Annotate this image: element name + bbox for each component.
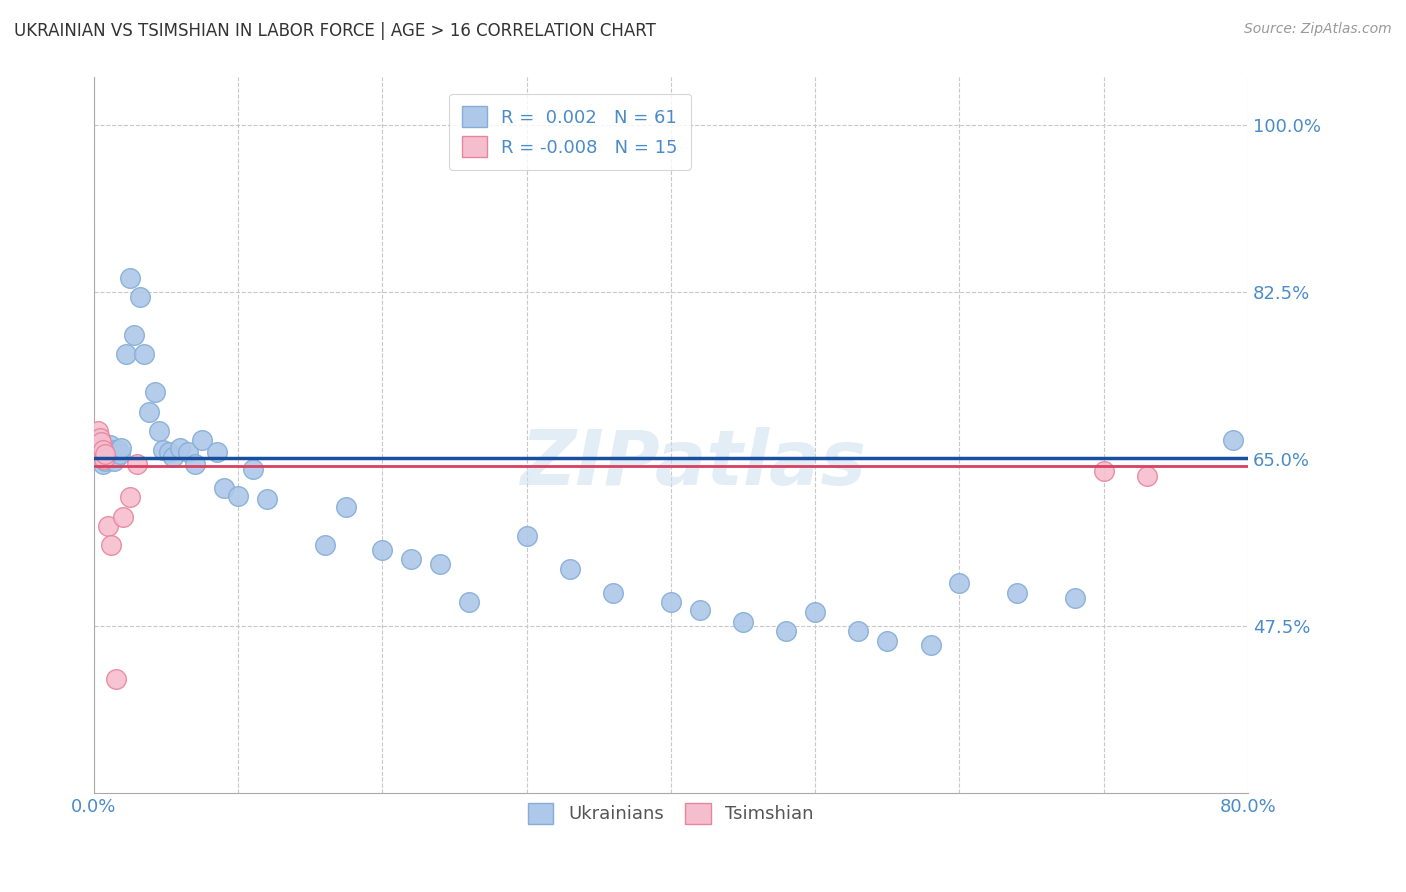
Ukrainians <box>169 441 191 455</box>
Ukrainians <box>124 328 146 343</box>
Ukrainians <box>205 444 228 458</box>
Tsimshian <box>127 457 149 471</box>
Tsimshian <box>87 424 110 438</box>
Ukrainians <box>1063 591 1085 605</box>
Ukrainians <box>876 633 898 648</box>
Ukrainians <box>226 489 249 503</box>
Ukrainians <box>458 595 481 609</box>
Ukrainians <box>101 442 124 457</box>
Ukrainians <box>157 444 180 458</box>
Ukrainians <box>107 442 129 457</box>
Tsimshian <box>89 431 111 445</box>
Ukrainians <box>184 457 207 471</box>
Tsimshian <box>1092 464 1115 478</box>
Tsimshian <box>90 435 112 450</box>
Ukrainians <box>94 448 117 462</box>
Tsimshian <box>84 442 107 457</box>
Ukrainians <box>516 528 538 542</box>
Tsimshian <box>91 442 114 457</box>
Text: ZIPatlas: ZIPatlas <box>522 427 868 501</box>
Ukrainians <box>94 454 117 468</box>
Text: UKRAINIAN VS TSIMSHIAN IN LABOR FORCE | AGE > 16 CORRELATION CHART: UKRAINIAN VS TSIMSHIAN IN LABOR FORCE | … <box>14 22 657 40</box>
Tsimshian <box>111 509 134 524</box>
Ukrainians <box>804 605 827 619</box>
Text: Source: ZipAtlas.com: Source: ZipAtlas.com <box>1244 22 1392 37</box>
Tsimshian <box>97 519 120 533</box>
Ukrainians <box>138 404 160 418</box>
Ukrainians <box>371 543 394 558</box>
Ukrainians <box>948 576 970 591</box>
Ukrainians <box>148 424 170 438</box>
Tsimshian <box>104 672 127 686</box>
Ukrainians <box>90 450 112 465</box>
Ukrainians <box>152 442 174 457</box>
Ukrainians <box>91 457 114 471</box>
Ukrainians <box>100 448 122 462</box>
Ukrainians <box>134 347 156 361</box>
Ukrainians <box>176 444 198 458</box>
Ukrainians <box>97 450 120 465</box>
Ukrainians <box>105 450 128 465</box>
Ukrainians <box>659 595 682 609</box>
Ukrainians <box>731 615 754 629</box>
Ukrainians <box>212 481 235 495</box>
Ukrainians <box>87 448 110 462</box>
Ukrainians <box>104 444 127 458</box>
Ukrainians <box>103 454 125 468</box>
Ukrainians <box>191 433 214 447</box>
Tsimshian <box>1136 469 1159 483</box>
Ukrainians <box>98 438 121 452</box>
Tsimshian <box>93 452 115 467</box>
Ukrainians <box>1005 586 1028 600</box>
Ukrainians <box>108 448 131 462</box>
Ukrainians <box>93 442 115 457</box>
Ukrainians <box>429 558 451 572</box>
Ukrainians <box>129 290 152 304</box>
Tsimshian <box>118 491 141 505</box>
Ukrainians <box>848 624 870 638</box>
Ukrainians <box>689 603 711 617</box>
Ukrainians <box>118 271 141 285</box>
Ukrainians <box>162 450 184 465</box>
Ukrainians <box>89 444 111 458</box>
Ukrainians <box>114 347 136 361</box>
Tsimshian <box>100 538 122 552</box>
Ukrainians <box>86 442 108 457</box>
Legend: Ukrainians, Tsimshian: Ukrainians, Tsimshian <box>517 792 824 834</box>
Ukrainians <box>1222 433 1244 447</box>
Ukrainians <box>256 492 278 507</box>
Ukrainians <box>91 441 114 455</box>
Ukrainians <box>96 444 118 458</box>
Ukrainians <box>110 441 132 455</box>
Ukrainians <box>558 562 581 576</box>
Ukrainians <box>399 552 422 566</box>
Ukrainians <box>143 385 166 400</box>
Tsimshian <box>94 448 117 462</box>
Ukrainians <box>314 538 336 552</box>
Ukrainians <box>335 500 357 514</box>
Ukrainians <box>920 639 942 653</box>
Ukrainians <box>775 624 797 638</box>
Ukrainians <box>602 586 624 600</box>
Ukrainians <box>242 462 264 476</box>
